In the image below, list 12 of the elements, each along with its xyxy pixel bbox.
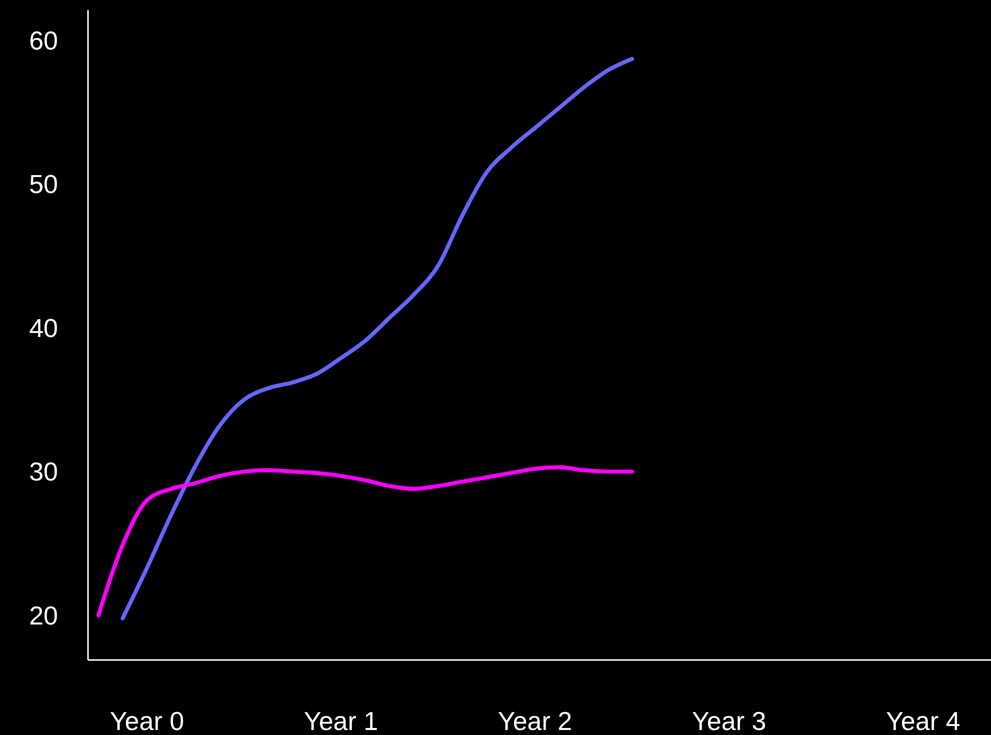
x-tick-label: Year 4: [886, 706, 960, 735]
y-tick-label: 30: [29, 456, 58, 487]
x-tick-label: Year 0: [110, 706, 184, 735]
y-tick-label: 20: [29, 600, 58, 631]
y-tick-label: 50: [29, 169, 58, 200]
x-tick-label: Year 2: [498, 706, 572, 735]
line-series: [96, 465, 634, 618]
x-tick-label: Year 3: [692, 706, 766, 735]
x-tick-label: Year 1: [304, 706, 378, 735]
y-tick-label: 60: [29, 25, 58, 56]
line-series: [120, 56, 634, 620]
y-tick-label: 40: [29, 312, 58, 343]
